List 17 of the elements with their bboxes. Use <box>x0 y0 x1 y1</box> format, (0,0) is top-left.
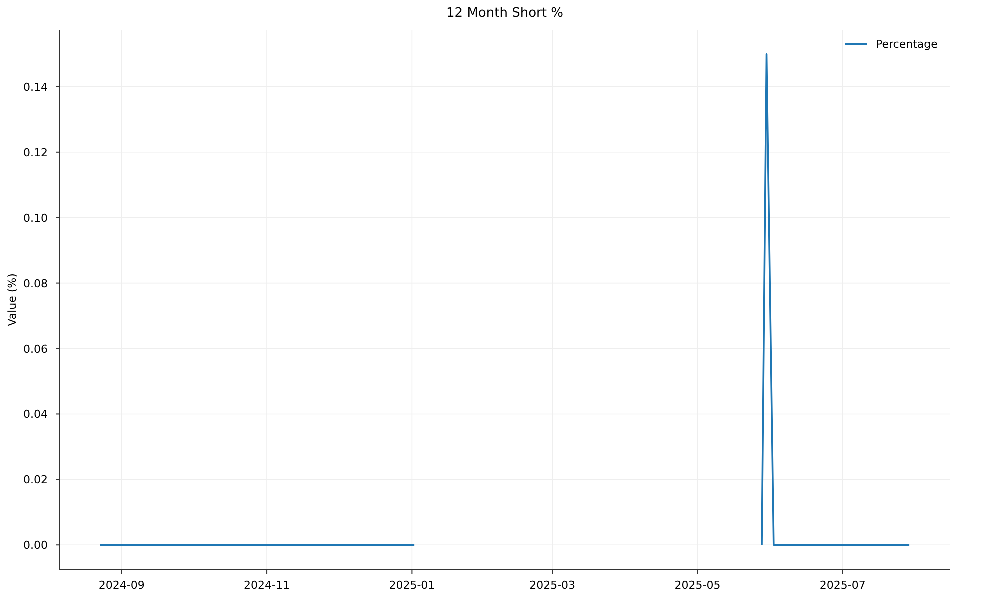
x-tick-label: 2025-03 <box>530 579 576 592</box>
y-tick-label: 0.12 <box>24 146 48 160</box>
y-tick-label: 0.06 <box>24 342 48 356</box>
y-axis-title: Value (%) <box>6 274 19 326</box>
x-tick-label: 2025-07 <box>820 579 866 592</box>
y-tick-label: 0.08 <box>24 277 48 290</box>
x-tick-label: 2025-01 <box>389 579 436 592</box>
legend-label: Percentage <box>876 38 938 51</box>
x-tick-label: 2024-11 <box>244 579 290 592</box>
x-tick-label: 2025-05 <box>674 579 721 592</box>
y-tick-label: 0.04 <box>24 408 48 422</box>
y-tick-label: 0.14 <box>24 80 48 94</box>
y-tick-label: 0.00 <box>24 539 48 552</box>
y-tick-label: 0.02 <box>24 474 48 487</box>
y-tick-label: 0.10 <box>24 212 48 225</box>
chart-title: 12 Month Short % <box>446 6 564 21</box>
x-tick-label: 2024-09 <box>98 579 145 592</box>
